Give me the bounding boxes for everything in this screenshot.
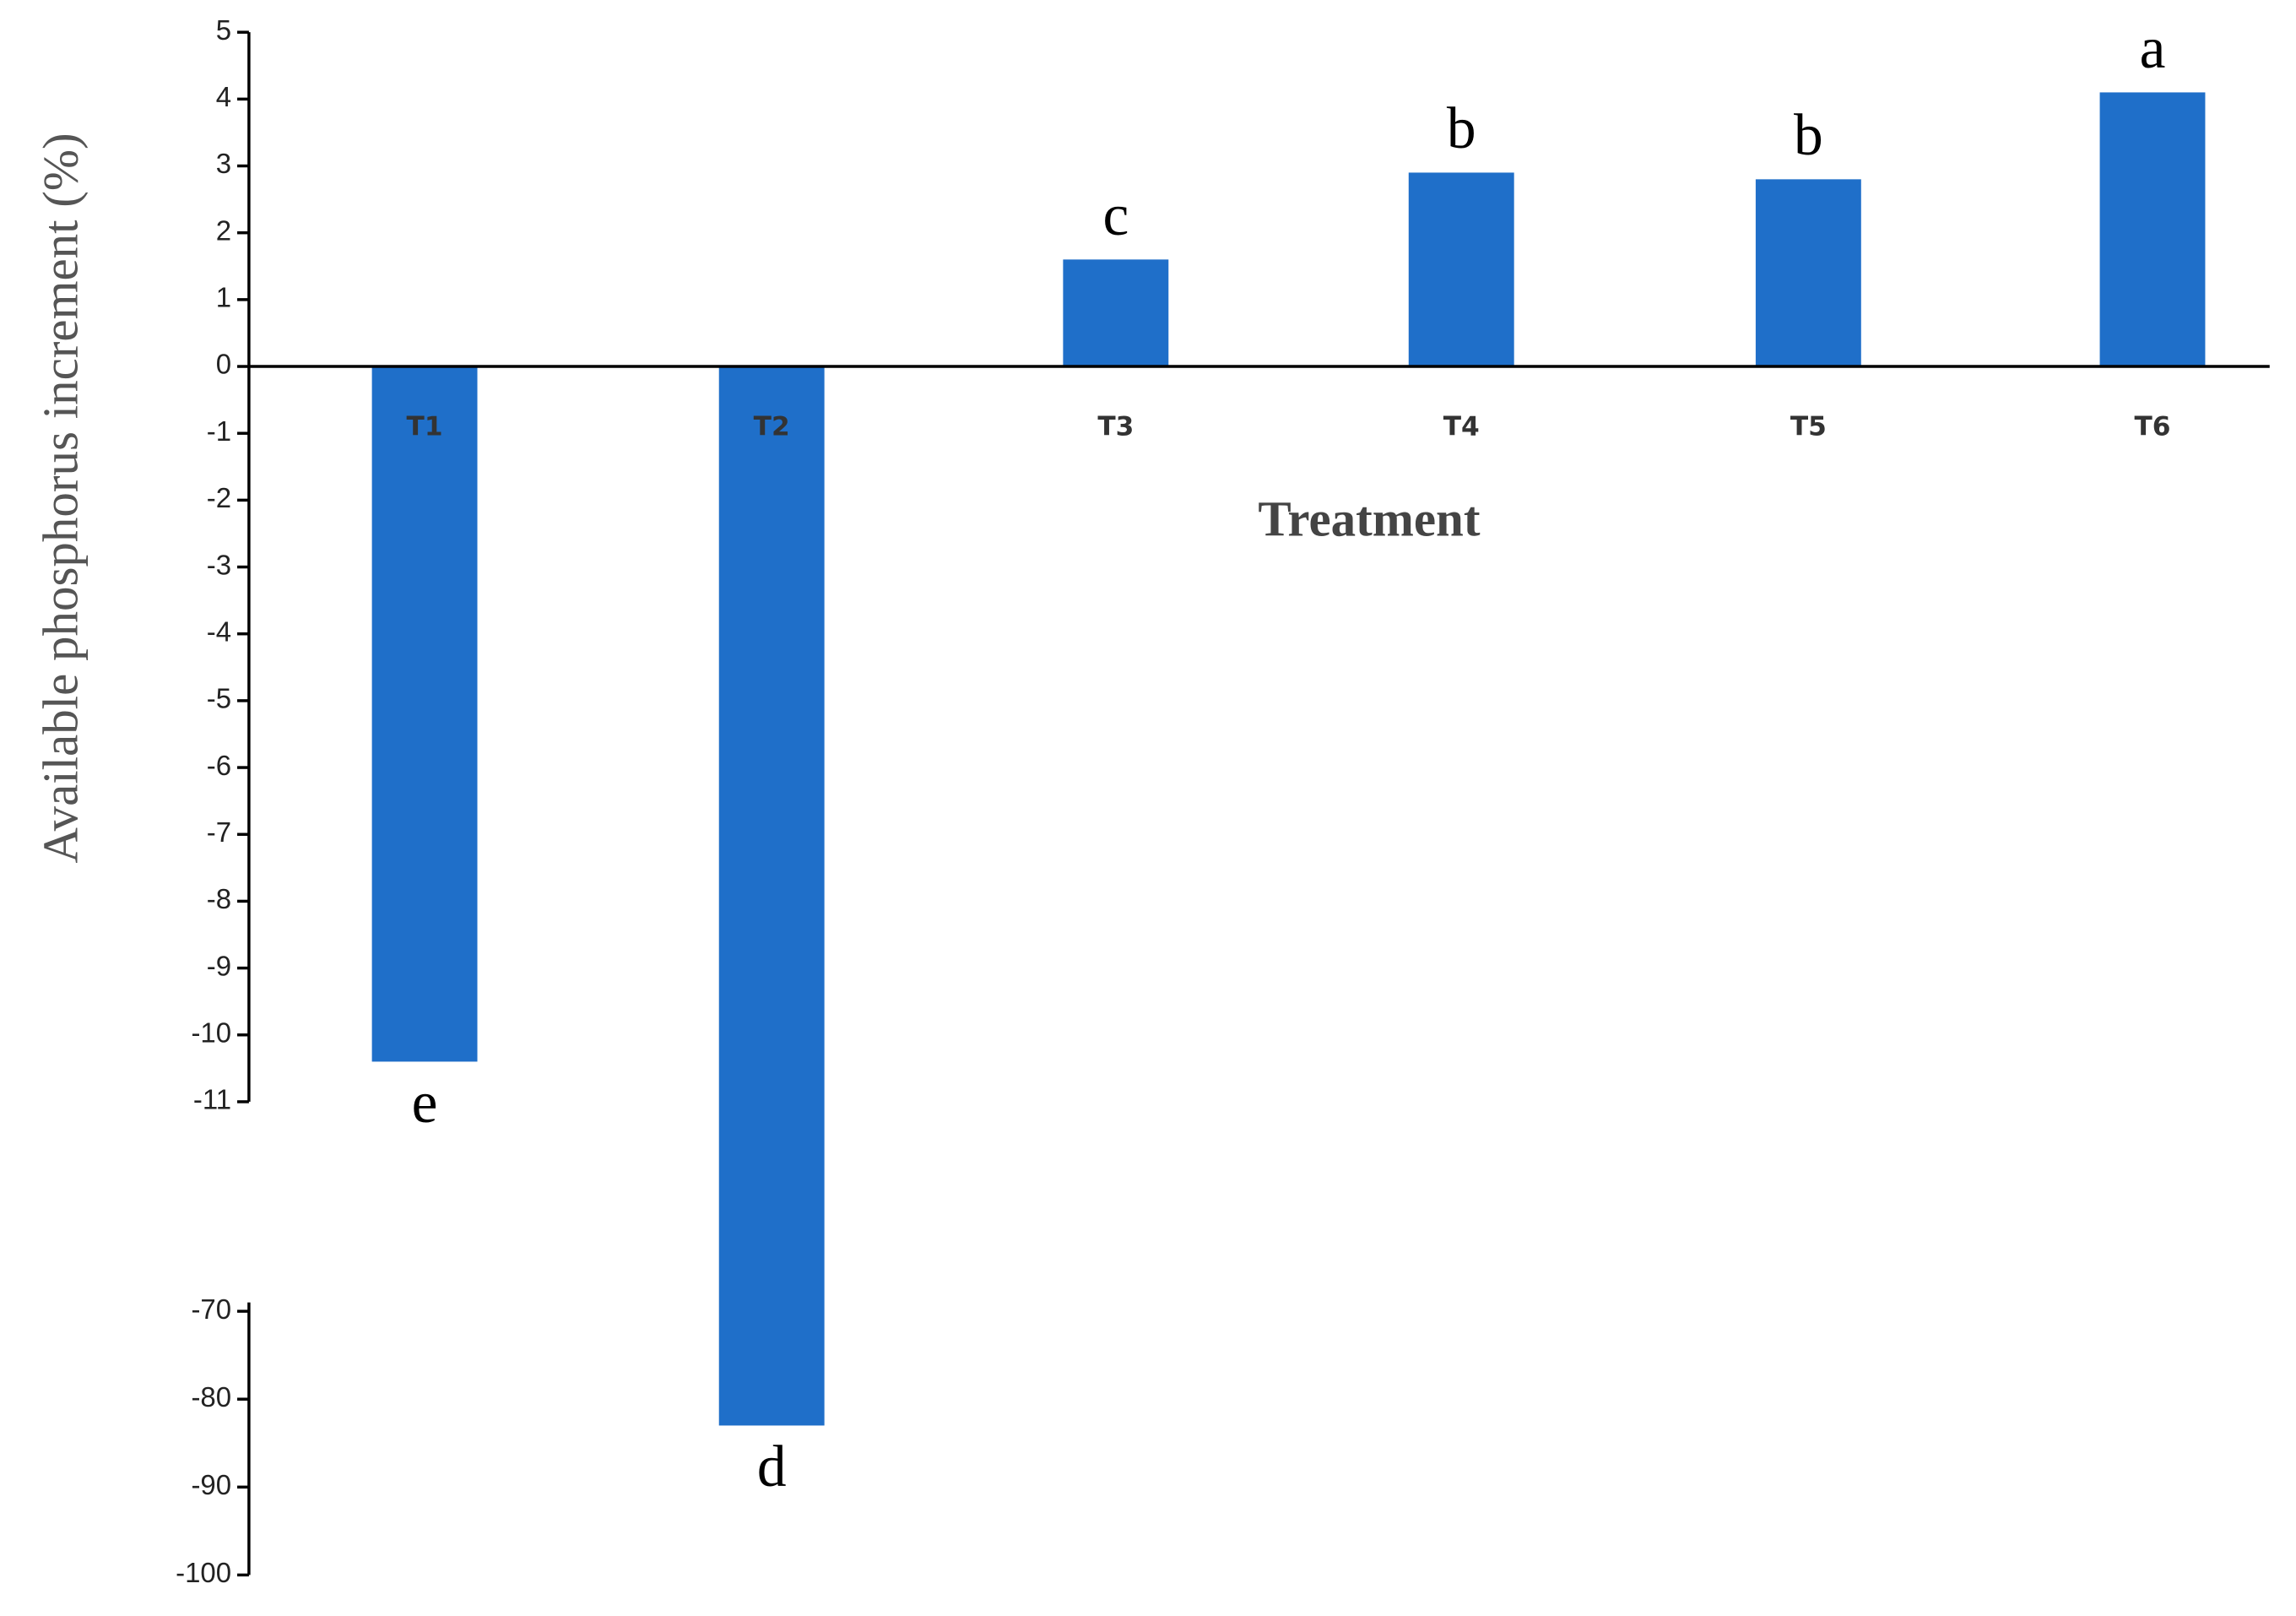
x-tick-label: T3 bbox=[1097, 412, 1134, 442]
y-tick-label: -5 bbox=[207, 683, 231, 714]
y-tick-label: 2 bbox=[216, 214, 231, 246]
bar bbox=[1755, 179, 1861, 367]
x-tick-label: T4 bbox=[1443, 412, 1480, 442]
y-tick-label: -70 bbox=[191, 1293, 231, 1325]
y-tick-label: 5 bbox=[216, 14, 231, 46]
x-axis-title: Treatment bbox=[1258, 491, 1480, 547]
x-tick-label: T6 bbox=[2134, 412, 2170, 442]
significance-letter: c bbox=[1102, 183, 1129, 248]
bar bbox=[1063, 259, 1169, 367]
significance-letter: b bbox=[1794, 103, 1823, 168]
y-tick-label: -80 bbox=[191, 1381, 231, 1413]
bar bbox=[371, 366, 478, 1062]
x-tick-label: T2 bbox=[754, 412, 790, 442]
y-tick-label: 4 bbox=[216, 81, 231, 112]
significance-letter: b bbox=[1447, 96, 1476, 161]
y-tick-label: 3 bbox=[216, 148, 231, 179]
y-tick-label: -9 bbox=[207, 950, 231, 981]
y-tick-label: -6 bbox=[207, 750, 231, 781]
y-tick-label: -11 bbox=[193, 1084, 231, 1115]
y-tick-label: -2 bbox=[207, 482, 231, 513]
significance-letter: a bbox=[2140, 16, 2166, 81]
y-tick-label: -8 bbox=[207, 883, 231, 914]
bar bbox=[2099, 92, 2206, 367]
significance-letter: d bbox=[757, 1434, 787, 1499]
x-tick-label: T1 bbox=[407, 412, 443, 442]
x-tick-label: T5 bbox=[1790, 412, 1827, 442]
bar bbox=[1408, 172, 1514, 367]
y-tick-label: -1 bbox=[207, 415, 231, 447]
y-tick-label: -3 bbox=[207, 549, 231, 580]
y-axis-title: Available phosphorus increment (%) bbox=[33, 133, 89, 863]
y-tick-label: -7 bbox=[207, 816, 231, 848]
significance-letter: e bbox=[412, 1071, 438, 1136]
y-tick-label: -10 bbox=[191, 1017, 231, 1048]
y-tick-label: -100 bbox=[176, 1557, 231, 1588]
y-tick-label: 0 bbox=[216, 349, 231, 380]
y-tick-label: -4 bbox=[207, 615, 231, 647]
bar bbox=[718, 366, 825, 1426]
y-tick-label: -90 bbox=[191, 1469, 231, 1500]
y-tick-label: 1 bbox=[216, 282, 231, 313]
